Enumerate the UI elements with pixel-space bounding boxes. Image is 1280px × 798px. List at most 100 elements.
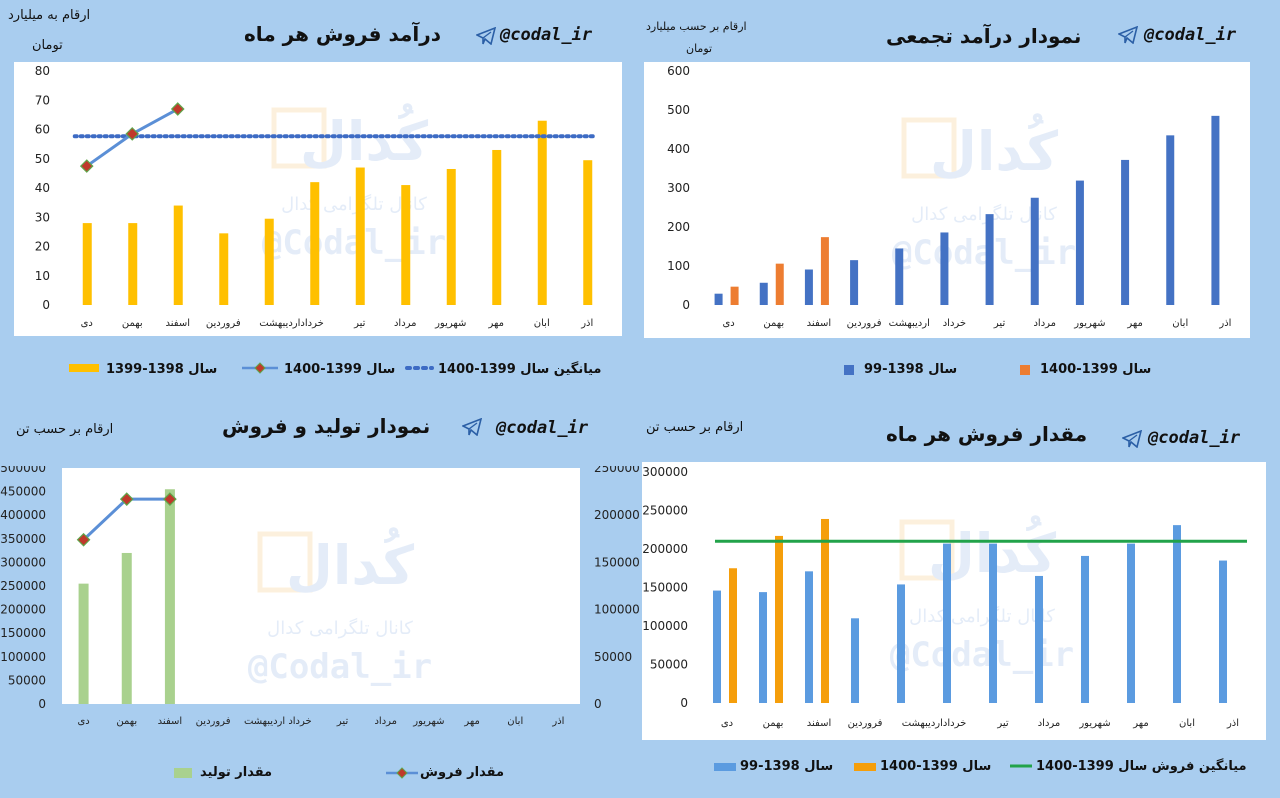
x-tick-label: ابان bbox=[1172, 318, 1188, 329]
x-tick-label: شهریور bbox=[412, 716, 444, 727]
x-tick-label: ابان bbox=[507, 716, 523, 727]
watermark-handle: @Codal_ir bbox=[892, 233, 1076, 273]
y-tick-label: 500 bbox=[667, 103, 690, 117]
channel-handle: @codal_ir bbox=[500, 25, 593, 45]
x-tick-label: اسفند bbox=[807, 318, 831, 329]
y-tick-label: 0 bbox=[38, 697, 46, 711]
x-tick-label: اسفند bbox=[166, 318, 190, 329]
legend-label: سال 1398-99 bbox=[740, 759, 834, 774]
bar bbox=[943, 543, 951, 703]
bar bbox=[1035, 575, 1043, 703]
plot-background bbox=[62, 468, 580, 704]
data-point bbox=[76, 532, 91, 547]
x-tick-label: اذر bbox=[1226, 718, 1239, 729]
bar bbox=[1030, 197, 1039, 305]
x-tick-label: تیر bbox=[336, 716, 349, 727]
y-tick-label: 250000 bbox=[642, 504, 688, 518]
unit-label: ارقام به میلیارد bbox=[8, 8, 91, 23]
bar bbox=[78, 583, 89, 704]
legend-label: میانگین سال 1399-1400 bbox=[438, 362, 602, 377]
y-tick-label: 450000 bbox=[0, 485, 46, 499]
legend-swatch-line bbox=[386, 767, 418, 779]
watermark-handle: @Codal_ir bbox=[248, 647, 432, 687]
x-tick-label: ابان bbox=[534, 318, 550, 329]
legend-swatch-dotted bbox=[405, 366, 434, 370]
bar bbox=[851, 618, 859, 703]
legend-label: سال 1399-1400 bbox=[880, 759, 992, 774]
legend-swatch-bar bbox=[69, 364, 99, 372]
bar bbox=[729, 568, 737, 703]
legend-label: سال 1398-99 bbox=[864, 362, 958, 377]
chart-panel-monthly-sales-volume: ارقام بر حسب تن مقدار فروش هر ماه @codal… bbox=[642, 400, 1280, 798]
y-tick-label: 0 bbox=[682, 298, 690, 312]
bar bbox=[759, 282, 768, 305]
bar bbox=[1121, 159, 1130, 305]
x-tick-label: مرداد bbox=[374, 716, 397, 727]
x-tick-label: اذر bbox=[1218, 318, 1231, 329]
y-tick-label: 300000 bbox=[642, 465, 688, 479]
chart-panel-cumulative-revenue: ارقام بر حسب میلیارد تومان نمودار درآمد … bbox=[642, 0, 1280, 395]
y-tick-label: 350000 bbox=[0, 532, 46, 546]
chart-plot-area: کُدال کانال تلگرامی کدال @Codal_ir 0 100 200 3… bbox=[644, 62, 1250, 338]
y-tick-label: 60 bbox=[35, 123, 50, 137]
telegram-icon bbox=[476, 27, 496, 45]
y-tick-label: 200000 bbox=[0, 603, 46, 617]
bar bbox=[219, 233, 229, 305]
x-tick-label: مرداد bbox=[1033, 318, 1056, 329]
channel-handle: @codal_ir bbox=[1148, 428, 1241, 448]
y-tick-label: 250000 bbox=[0, 579, 46, 593]
x-tick-label: بهمن bbox=[763, 718, 784, 729]
watermark-text: کانال تلگرامی کدال bbox=[267, 617, 413, 639]
data-point bbox=[170, 102, 185, 116]
bar bbox=[264, 218, 274, 305]
x-tick-label: خرداداردیبهشت bbox=[902, 718, 967, 729]
y-tick-label: 50 bbox=[35, 152, 50, 166]
bar bbox=[537, 120, 547, 305]
bar bbox=[1075, 180, 1084, 305]
x-tick-label: مهر bbox=[1132, 718, 1148, 729]
y-tick-label: 150000 bbox=[0, 626, 46, 640]
bar bbox=[730, 286, 739, 305]
x-tick-label: مرداد bbox=[1038, 718, 1061, 729]
y-tick-label: 40 bbox=[35, 181, 50, 195]
bar bbox=[128, 223, 138, 305]
x-tick-label: فروردین bbox=[196, 716, 231, 727]
chart-title: مقدار فروش هر ماه bbox=[886, 422, 1088, 446]
bar bbox=[1211, 115, 1220, 305]
bar bbox=[714, 293, 723, 305]
x-tick-label: دی bbox=[722, 318, 734, 329]
legend-swatch-line bbox=[242, 362, 278, 374]
y-tick-label: 80 bbox=[35, 64, 50, 78]
data-point bbox=[125, 127, 140, 141]
y-tick-label: 600 bbox=[667, 64, 690, 78]
unit-label-currency: تومان bbox=[32, 38, 63, 53]
y2-tick-label: 0 bbox=[594, 697, 602, 711]
x-tick-label: ابان bbox=[1179, 718, 1195, 729]
y-tick-label: 0 bbox=[680, 696, 688, 710]
x-tick-label: بهمن bbox=[116, 716, 137, 727]
telegram-icon bbox=[1122, 430, 1142, 448]
unit-label: ارقام بر حسب تن bbox=[646, 420, 744, 435]
channel-handle: @codal_ir bbox=[496, 418, 589, 438]
bar bbox=[895, 248, 904, 305]
bar bbox=[713, 590, 721, 703]
x-tick-label: فروردین bbox=[206, 318, 241, 329]
chart-title: نمودار درآمد تجمعی bbox=[886, 24, 1082, 48]
bar bbox=[805, 571, 813, 703]
x-tick-label: بهمن bbox=[122, 318, 143, 329]
bar bbox=[821, 518, 829, 703]
data-point bbox=[79, 159, 94, 173]
x-tick-label: خرداد bbox=[943, 318, 966, 329]
y-tick-label: 100000 bbox=[0, 650, 46, 664]
x-tick-label: فروردین bbox=[848, 718, 883, 729]
x-tick-label: دی bbox=[721, 718, 733, 729]
x-tick-label: خرداد اردیبهشت bbox=[244, 716, 312, 727]
unit-label-currency: تومان bbox=[686, 42, 713, 55]
watermark-logo-frame bbox=[899, 519, 955, 581]
x-tick-label: تیر bbox=[996, 718, 1009, 729]
watermark-logo: کُدال bbox=[930, 113, 1059, 183]
y-tick-label: 100000 bbox=[642, 619, 688, 633]
y-tick-label: 30 bbox=[35, 210, 50, 224]
